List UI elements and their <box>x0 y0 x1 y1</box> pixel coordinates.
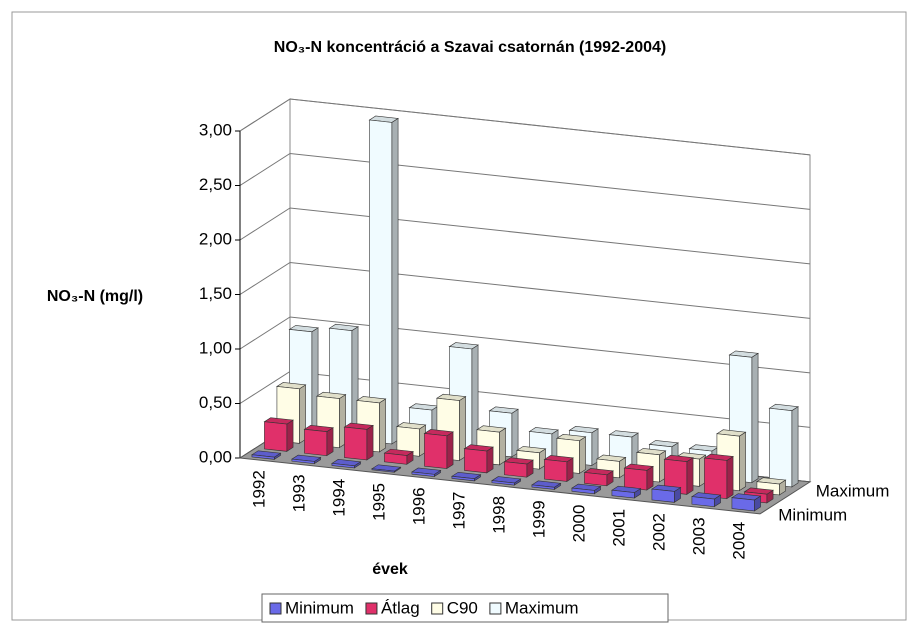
bar <box>651 488 675 503</box>
bar <box>584 472 608 487</box>
depth-label: Minimum <box>778 505 847 524</box>
bar-side <box>326 427 334 457</box>
bar <box>304 428 328 456</box>
bar <box>264 421 288 452</box>
x-tick-label: 2001 <box>609 509 628 547</box>
x-axis-title: évek <box>372 561 408 578</box>
depth-label: Maximum <box>816 481 890 500</box>
bar-side <box>391 117 399 445</box>
bar <box>571 487 595 495</box>
bar <box>344 426 368 461</box>
legend-label: Átlag <box>381 598 420 617</box>
x-tick-label: 1998 <box>489 496 508 534</box>
x-tick-label: 1994 <box>329 479 348 517</box>
bar <box>611 489 635 499</box>
bar-side <box>366 424 374 461</box>
legend-label: Maximum <box>505 598 579 617</box>
grid-line <box>239 207 811 265</box>
legend-swatch <box>269 602 282 615</box>
bar <box>291 458 315 464</box>
bar-side <box>579 436 586 475</box>
bar <box>464 448 488 474</box>
bar <box>769 407 793 488</box>
bar-side <box>739 431 746 492</box>
x-tick-label: 2000 <box>569 505 588 543</box>
legend-label: Minimum <box>285 598 354 617</box>
grid-line <box>239 98 811 156</box>
x-tick-label: 1995 <box>369 483 388 521</box>
bar <box>731 497 755 512</box>
bar-side <box>791 406 799 488</box>
y-tick-label: 3,00 <box>199 120 232 139</box>
bar <box>704 457 728 499</box>
x-tick-label: 1993 <box>289 474 308 512</box>
bar <box>544 459 568 482</box>
bar <box>371 468 395 473</box>
bar <box>624 467 648 491</box>
bar <box>369 119 393 445</box>
bar <box>491 480 515 486</box>
x-tick-label: 2004 <box>729 522 748 560</box>
bar-side <box>499 427 506 466</box>
bar-side <box>486 446 494 474</box>
y-tick-label: 1,50 <box>199 284 232 303</box>
x-tick-label: 1999 <box>529 500 548 538</box>
bar <box>504 461 528 478</box>
grid-line <box>239 152 811 210</box>
chart-title: NO₃-N koncentráció a Szavai csatornán (1… <box>274 39 666 56</box>
x-tick-label: 1997 <box>449 492 468 530</box>
x-tick-label: 1992 <box>249 470 268 508</box>
x-tick-label: 1996 <box>409 487 428 525</box>
legend-swatch <box>489 602 502 615</box>
bar <box>531 484 555 490</box>
y-tick-label: 0,50 <box>199 393 232 412</box>
legend-label: C90 <box>447 598 478 617</box>
bar <box>331 463 355 469</box>
legend-swatch <box>365 602 378 615</box>
y-tick-label: 1,00 <box>199 338 232 357</box>
grid-line <box>239 316 811 374</box>
bar-side <box>511 408 519 458</box>
y-axis-title: NO₃-N (mg/l) <box>47 288 143 305</box>
grid-line <box>239 261 811 319</box>
bar-side <box>446 431 454 470</box>
y-tick-label: 2,50 <box>199 175 232 194</box>
bar <box>451 475 475 482</box>
bar <box>251 454 275 460</box>
bar-side <box>726 455 734 500</box>
y-tick-label: 2,00 <box>199 229 232 248</box>
bar <box>424 433 448 469</box>
x-tick-label: 2002 <box>649 513 668 551</box>
bar <box>691 496 715 507</box>
bar-side <box>379 398 386 453</box>
bar-side <box>686 457 694 495</box>
bar-side <box>286 419 294 452</box>
bar-side <box>751 352 759 484</box>
y-tick-label: 0,00 <box>199 447 232 466</box>
x-tick-label: 2003 <box>689 517 708 555</box>
legend-box <box>261 593 669 623</box>
legend-swatch <box>431 602 444 615</box>
bar <box>384 452 408 465</box>
bar <box>411 471 435 477</box>
